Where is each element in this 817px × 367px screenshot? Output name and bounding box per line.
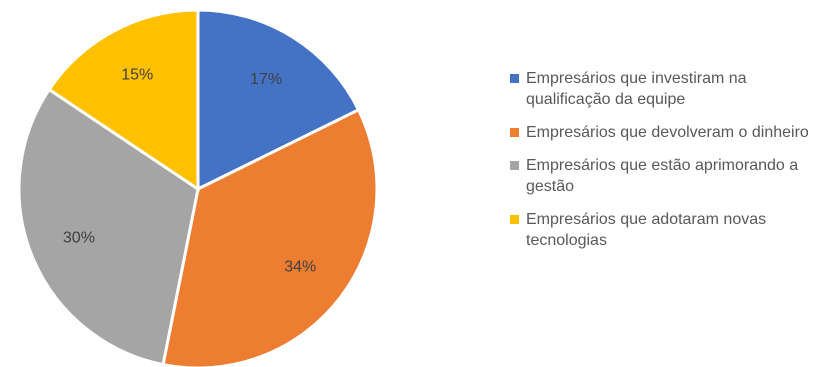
legend-label: Empresários que devolveram o dinheiro	[526, 124, 809, 141]
legend-label: Empresários que adotaram novas tecnologi…	[526, 211, 767, 249]
pie-svg: 17% 34% 30% 15%	[17, 8, 379, 367]
legend-swatch	[510, 161, 519, 170]
pie-slice	[17, 87, 200, 367]
legend-swatch	[510, 74, 519, 83]
legend-item: Empresários que devolveram o dinheiro	[510, 122, 810, 143]
slice-data-label: 30%	[63, 230, 95, 247]
pie-slice	[196, 8, 361, 192]
legend: Empresários que investiram na qualificaç…	[510, 68, 810, 263]
pie-slice	[161, 107, 379, 367]
legend-swatch	[510, 215, 519, 224]
legend-item: Empresários que estão aprimorando a gest…	[510, 155, 810, 197]
pie-slice	[47, 8, 200, 192]
slice-data-label: 17%	[250, 71, 282, 88]
slice-data-label: 34%	[284, 259, 316, 276]
legend-label: Empresários que estão aprimorando a gest…	[526, 157, 799, 195]
legend-item: Empresários que adotaram novas tecnologi…	[510, 209, 810, 251]
legend-item: Empresários que investiram na qualificaç…	[510, 68, 810, 110]
slice-data-label: 15%	[121, 67, 153, 84]
legend-swatch	[510, 128, 519, 137]
legend-label: Empresários que investiram na qualificaç…	[526, 70, 747, 108]
